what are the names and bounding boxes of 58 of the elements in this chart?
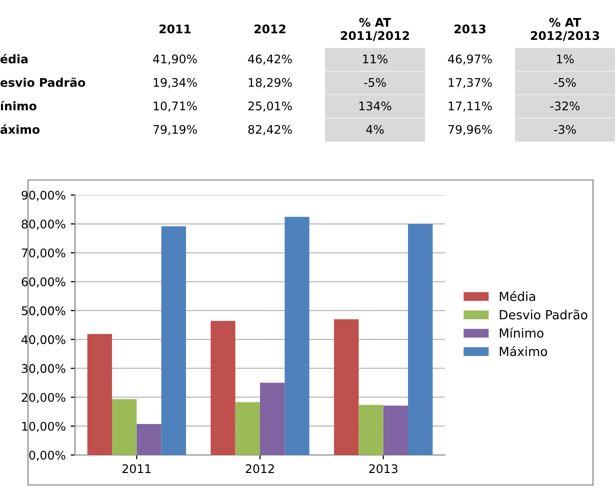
bar	[235, 402, 260, 455]
text: -5%	[554, 78, 576, 87]
text: áximo	[0, 124, 40, 134]
bar	[210, 320, 236, 455]
y-tick-label: 60,00%	[22, 277, 66, 288]
bar	[334, 319, 359, 455]
text: 4%	[366, 124, 384, 134]
bar	[284, 216, 310, 455]
text: 2013	[454, 24, 486, 34]
text: -5%	[364, 78, 386, 87]
x-tick-label: 2013	[369, 464, 398, 474]
text: 11%	[363, 54, 388, 64]
x-tick-label: 2012	[246, 464, 274, 474]
text: 46,97%	[448, 54, 492, 65]
text: -3%	[554, 124, 576, 134]
text: 1%	[556, 54, 574, 64]
y-tick-label: 40,00%	[22, 335, 66, 346]
y-tick-label: 90,00%	[22, 190, 66, 201]
bar	[112, 399, 137, 455]
bar	[358, 404, 384, 455]
legend-label: Média	[500, 290, 536, 302]
y-tick-label: 10,00%	[22, 422, 66, 432]
text: 19,34%	[154, 78, 197, 88]
text: esvio Padrão	[0, 78, 86, 87]
y-tick-label: 30,00%	[22, 364, 66, 374]
legend-label: Desvio Padrão	[500, 310, 588, 320]
bar	[383, 406, 408, 455]
text: 79,19%	[153, 124, 197, 136]
text: 41,90%	[153, 54, 197, 65]
text: 17,37%	[448, 78, 492, 88]
text: 18,29%	[248, 78, 292, 88]
text: -32%	[550, 101, 580, 110]
text: 82,42%	[248, 124, 292, 136]
x-tick-label: 2011	[122, 464, 151, 474]
text: 10,71%	[154, 101, 197, 112]
bar	[87, 334, 112, 455]
text: % AT 2011/2012	[340, 18, 409, 41]
y-tick-label: 20,00%	[22, 392, 66, 404]
bar	[408, 224, 433, 455]
text: 79,96%	[448, 124, 492, 136]
text: % AT 2012/2013	[530, 18, 600, 41]
bar	[161, 226, 186, 455]
text: édia	[0, 54, 28, 64]
y-tick-label: 80,00%	[22, 220, 66, 230]
text: ínimo	[0, 100, 36, 110]
bar	[136, 424, 162, 455]
text: 2011	[160, 24, 191, 34]
text: 2012	[254, 24, 286, 34]
legend-label: Mínimo	[500, 328, 544, 338]
bar	[260, 382, 285, 455]
text: 134%	[359, 101, 392, 110]
y-tick-label: 50,00%	[22, 306, 66, 316]
text: 46,42%	[248, 54, 292, 65]
y-tick-label: 70,00%	[22, 248, 66, 259]
legend-label: Máximo	[500, 346, 548, 356]
text: 25,01%	[248, 101, 292, 112]
y-tick-label: 0,00%	[29, 450, 66, 461]
text: 17,11%	[448, 101, 492, 112]
